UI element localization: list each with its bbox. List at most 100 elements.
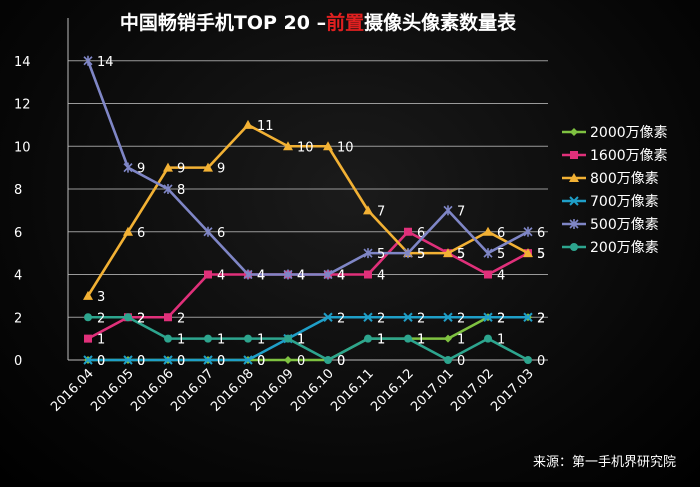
series-line [88,315,528,362]
data-label: 2 [337,311,345,326]
data-point [123,226,133,236]
series-line [86,60,529,276]
data-label: 0 [257,354,265,369]
x-tick-label: 2017.01 [408,366,457,415]
data-label: 6 [137,226,145,241]
data-label: 10 [297,140,314,155]
data-label: 1 [177,333,185,348]
data-point [483,312,493,322]
data-label: 3 [97,290,105,305]
data-point [484,270,492,279]
legend-label: 700万像素 [590,194,659,210]
legend-item: 700万像素 [562,194,659,210]
data-point [403,248,413,259]
data-label: 4 [257,269,265,284]
data-label: 5 [417,247,425,262]
data-point [569,196,579,206]
data-label: 4 [377,269,385,284]
data-label: 5 [457,247,465,262]
data-point [523,226,533,237]
data-point [243,355,253,365]
data-point [483,226,493,236]
legend-item: 500万像素 [562,217,659,233]
data-label: 4 [337,269,345,284]
data-label: 1 [257,333,265,348]
data-label: 2 [177,311,185,326]
data-point [363,312,373,322]
data-point [204,270,212,279]
data-label: 5 [537,247,545,262]
data-label: 2 [97,311,105,326]
data-point [163,355,173,365]
data-point [284,334,292,343]
data-point [363,248,373,259]
legend-item: 1600万像素 [562,148,668,164]
data-label: 0 [217,354,225,369]
y-tick-label: 0 [14,354,22,369]
data-label: 0 [137,354,145,369]
data-point [243,269,253,280]
y-axis: 0 2 4 6 8 10 12 14 [14,18,69,369]
data-label: 4 [217,269,225,284]
data-label: 1 [377,333,385,348]
data-point [404,334,412,343]
x-tick-label: 2016.12 [368,366,417,415]
data-label: 0 [97,354,105,369]
data-label: 1 [457,333,465,348]
data-label: 2 [137,311,145,326]
data-point [163,184,173,194]
data-label: 5 [537,247,545,262]
data-point [164,313,172,322]
x-tick-label: 2016.05 [88,366,137,415]
data-label: 4 [497,269,505,284]
data-label: 0 [297,354,305,369]
data-point [283,269,293,280]
source-note: 来源：第一手机界研究院 [533,455,676,470]
data-point [323,269,333,280]
data-point [163,162,173,172]
y-tick-label: 4 [14,269,22,284]
data-point [523,248,533,258]
data-point [443,248,453,258]
data-label: 1 [497,333,505,348]
chart-title-part1: 中国畅销手机TOP 20 – [120,11,326,34]
data-label: 2 [457,311,465,326]
series: 3 6 9 9 11 10 10 7 5 5 6 5 [83,119,545,305]
legend-label: 200万像素 [590,240,659,256]
data-label: 0 [257,354,265,369]
data-label: 1 [297,333,305,348]
data-label: 0 [537,354,545,369]
data-point [203,226,213,237]
data-point [404,227,412,236]
data-point [203,355,213,365]
data-point [364,270,372,279]
data-label: 5 [417,247,425,262]
data-point [363,205,373,215]
data-point [324,356,332,364]
legend-label: 500万像素 [590,217,659,233]
data-label: 7 [457,204,465,219]
data-label: 2 [537,311,545,326]
chart-title-highlight: 前置 [326,11,364,34]
legend-item: 200万像素 [562,240,659,256]
data-label: 0 [337,354,345,369]
x-tick-label: 2016.04 [48,366,97,415]
y-tick-label: 12 [14,98,31,113]
data-label: 2 [497,311,505,326]
data-label: 1 [417,333,425,348]
data-label: 0 [337,354,345,369]
data-label: 4 [297,269,305,284]
data-label: 6 [417,226,425,241]
data-label: 6 [497,226,505,241]
series-line [86,123,529,297]
data-label: 6 [217,226,225,241]
data-label: 2 [377,311,385,326]
data-label: 0 [457,354,465,369]
data-point [569,173,579,182]
data-point [403,312,413,322]
legend-item: 800万像素 [562,171,659,187]
data-label: 9 [137,162,145,177]
x-tick-label: 2016.09 [248,366,297,415]
